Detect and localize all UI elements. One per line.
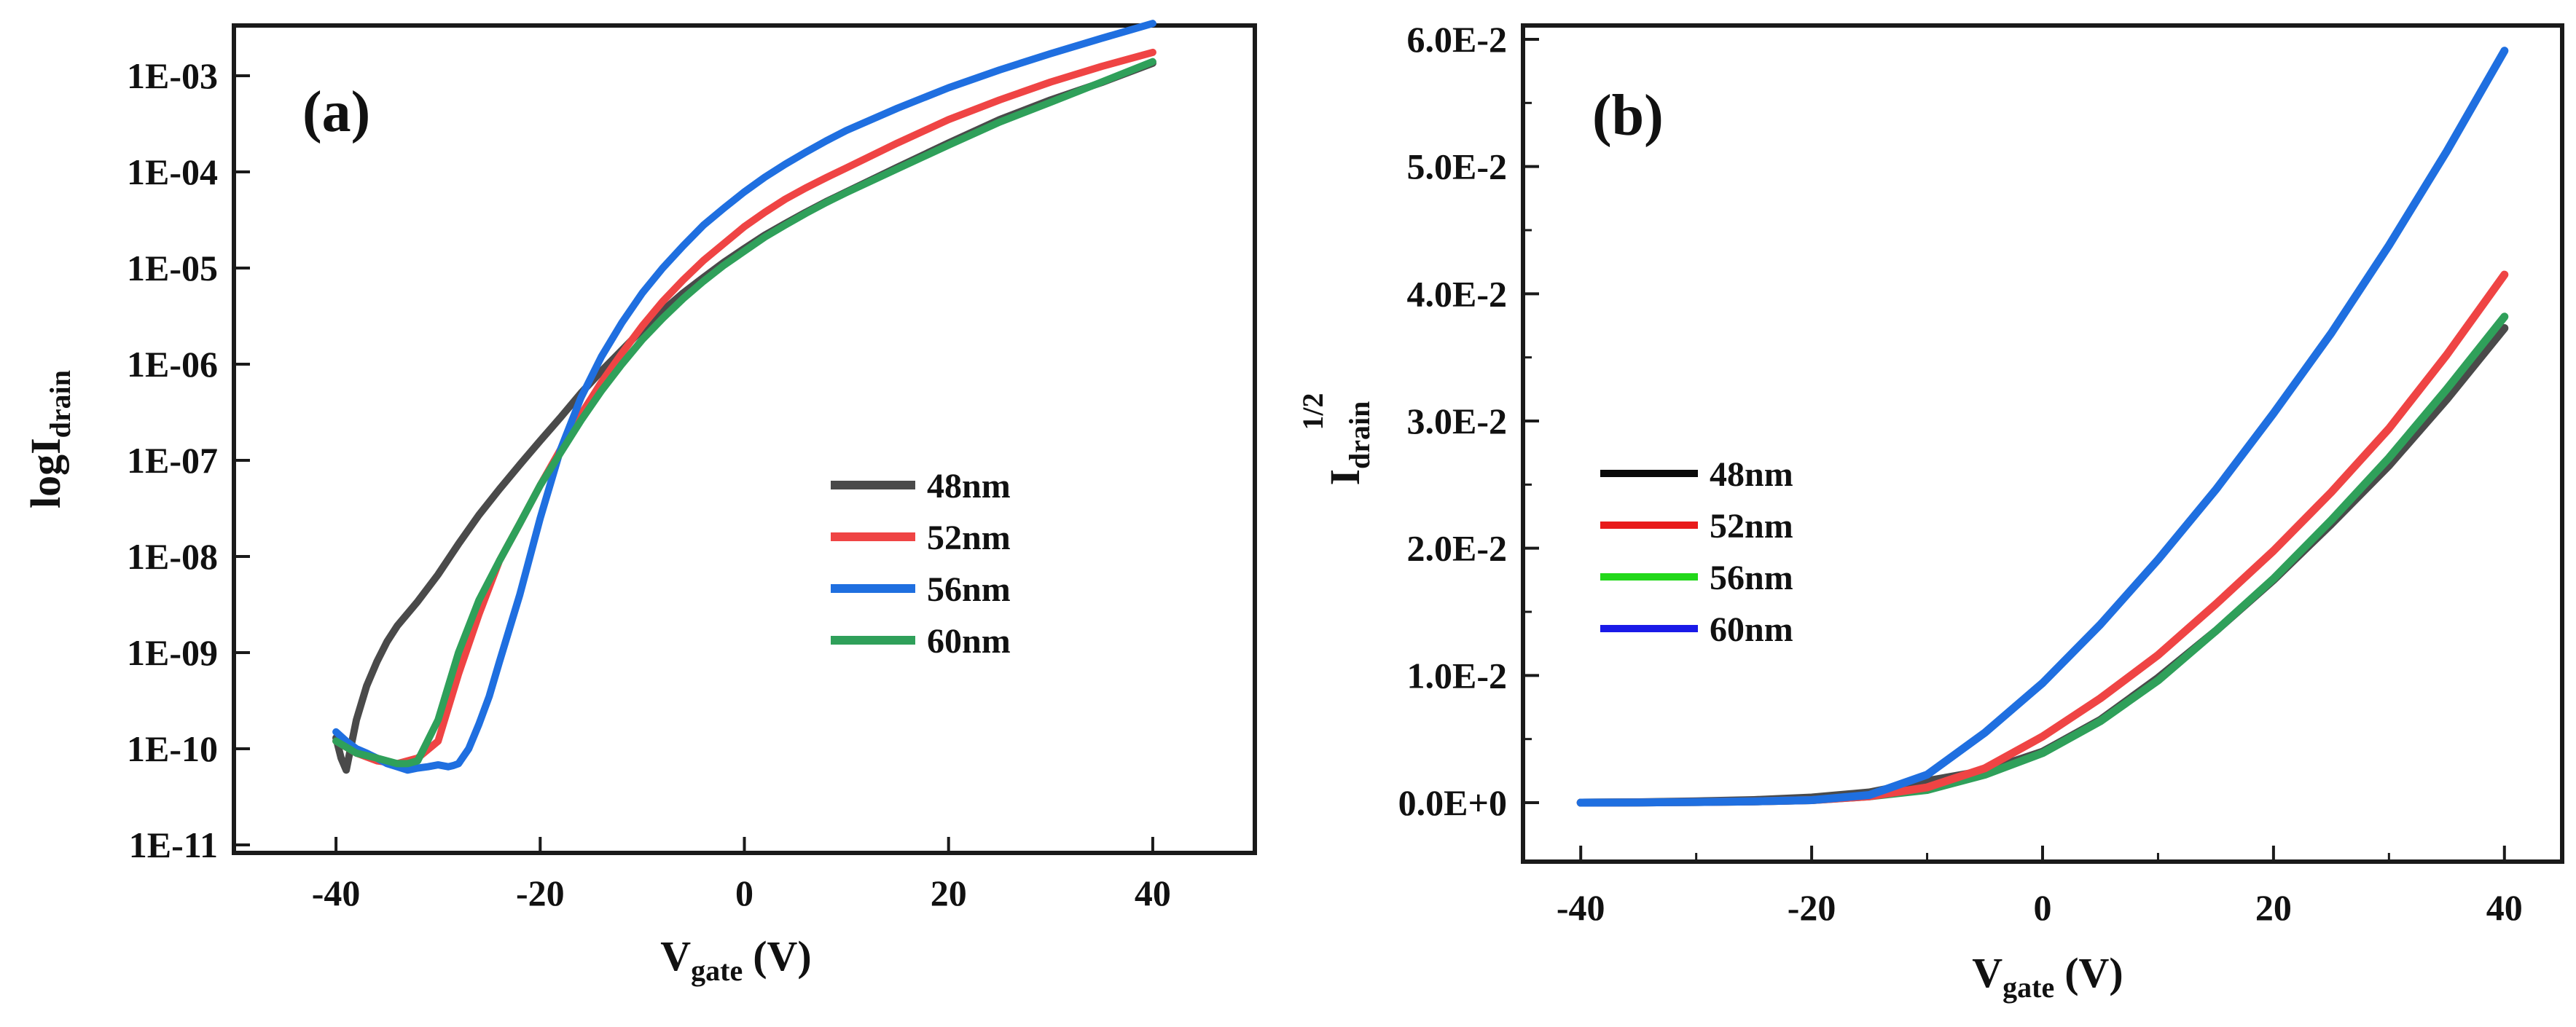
panel-b-label: (b) — [1592, 84, 1664, 148]
legend-label-60nm: 60nm — [927, 622, 1011, 661]
y-tick-label: 1E-07 — [127, 440, 218, 481]
panel-b-series — [1576, 47, 2509, 807]
panel-a-plot-frame — [232, 23, 1257, 855]
panel-a-ticks: -40 -20 0 20 40 1E-11 1E-10 1E-09 1E-08 1E-07 1E-0… — [127, 55, 1171, 913]
panel-a-y-title-main: logI — [22, 438, 69, 508]
legend-label-52nm: 52nm — [1710, 507, 1793, 546]
svg-text:Idrain1/2: Idrain 1/2 — [1296, 393, 1376, 485]
panel-a-y-axis-title: logIdrain — [22, 370, 77, 508]
panel-b-x-title-unit: (V) — [2064, 949, 2123, 996]
panel-a-legend: 48nm 52nm 56nm 60nm — [831, 467, 1011, 661]
panel-b-y-title-main: I — [1321, 469, 1369, 486]
panel-a-x-title-unit: (V) — [753, 932, 812, 980]
panel-b-legend: 48nm 52nm 56nm 60nm — [1600, 455, 1793, 649]
y-tick-label: 1E-06 — [127, 344, 218, 385]
legend-label-56nm: 56nm — [1710, 559, 1793, 597]
svg-text:logIdrain: logIdrain — [22, 370, 77, 508]
y-tick-label: 1E-04 — [127, 152, 218, 192]
x-tick-label: 40 — [2486, 887, 2523, 928]
panel-a-y-title-sub: drain — [44, 370, 77, 438]
x-tick-label: 20 — [931, 873, 967, 913]
y-tick-label: 1E-10 — [127, 728, 218, 769]
panel-b-y-title-sup: 1/2 — [1296, 393, 1329, 430]
panel-b: -40 -20 0 20 40 0.0E+0 1.0E-2 2.0E-2 3.0E-2 4.0E-… — [1296, 19, 2564, 1004]
panel-a-label: (a) — [302, 80, 370, 144]
panel-b-y-title-sub: drain — [1343, 401, 1376, 469]
panel-b-y-axis-title: Idrain 1/2 — [1296, 393, 1376, 485]
panel-a: -40 -20 0 20 40 1E-11 1E-10 1E-09 1E-08 1E-07 1E-0… — [22, 20, 1257, 987]
x-tick-label: 40 — [1135, 873, 1171, 913]
y-tick-label: 5.0E-2 — [1407, 146, 1508, 187]
y-tick-label: 4.0E-2 — [1407, 273, 1508, 314]
panel-b-x-title-main: V — [1972, 949, 2003, 996]
series-line-52nm — [332, 48, 1156, 768]
y-tick-label: 1E-09 — [127, 632, 218, 673]
x-tick-label: -20 — [516, 873, 565, 913]
y-tick-label: 2.0E-2 — [1407, 528, 1508, 569]
panel-a-x-title-sub: gate — [691, 954, 743, 987]
panel-a-series — [332, 20, 1156, 774]
panel-b-x-title-sub: gate — [2003, 971, 2054, 1004]
y-tick-label: 1.0E-2 — [1407, 655, 1508, 696]
panel-b-ticks: -40 -20 0 20 40 0.0E+0 1.0E-2 2.0E-2 3.0E-2 4.0E-… — [1398, 19, 2523, 928]
y-tick-label: 1E-03 — [127, 55, 218, 96]
legend-label-48nm: 48nm — [1710, 455, 1793, 494]
panel-b-x-axis-title: Vgate (V) — [1972, 949, 2123, 1004]
panel-a-x-axis-title: Vgate (V) — [660, 932, 811, 987]
y-tick-label: 0.0E+0 — [1398, 782, 1507, 823]
series-line-60nm — [332, 58, 1156, 768]
y-tick-label: 1E-05 — [127, 248, 218, 288]
x-tick-label: 0 — [2034, 887, 2052, 928]
x-tick-label: -40 — [312, 873, 361, 913]
y-tick-label: 1E-11 — [129, 825, 218, 865]
x-tick-label: 20 — [2255, 887, 2292, 928]
legend-label-48nm: 48nm — [927, 467, 1011, 505]
panel-a-x-title-main: V — [660, 932, 691, 980]
legend-label-56nm: 56nm — [927, 570, 1011, 609]
x-tick-label: 0 — [735, 873, 753, 913]
x-tick-label: -20 — [1788, 887, 1836, 928]
y-tick-label: 3.0E-2 — [1407, 401, 1508, 441]
series-line-60nm — [1576, 47, 2509, 807]
x-tick-label: -40 — [1557, 887, 1605, 928]
legend-label-60nm: 60nm — [1710, 610, 1793, 649]
legend-label-52nm: 52nm — [927, 519, 1011, 557]
y-tick-label: 6.0E-2 — [1407, 19, 1508, 60]
y-tick-label: 1E-08 — [127, 536, 218, 577]
